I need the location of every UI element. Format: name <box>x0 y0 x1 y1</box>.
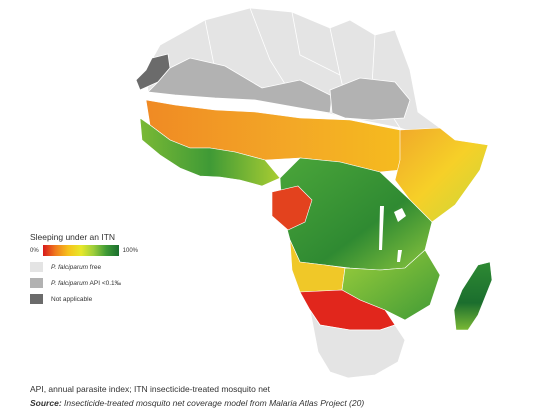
legend-item-low-api: P. falciparum API <0.1‰ <box>30 278 170 288</box>
western-sahara-na-region <box>135 53 171 91</box>
madagascar-region <box>453 261 493 331</box>
coverage-color-ramp <box>42 245 119 256</box>
legend-title: Sleeping under an ITN <box>30 232 116 242</box>
legend-items: P. falciparum free P. falciparum API <0.… <box>30 262 170 304</box>
legend-label-text: Not applicable <box>51 295 93 303</box>
legend-label-text: API <0.1‰ <box>88 279 122 287</box>
west-africa-region <box>139 117 281 187</box>
legend-label-species: P. falciparum <box>51 263 89 271</box>
figure-source: Source: Insecticide-treated mosquito net… <box>30 398 364 408</box>
gabon-congo-region <box>271 185 313 231</box>
great-lakes <box>379 206 406 262</box>
map-legend: Sleeping under an ITN 0% 100% P. falcipa… <box>30 232 170 304</box>
figure-caption: API, annual parasite index; ITN insectic… <box>30 384 271 394</box>
legend-item-not-applicable: Not applicable <box>30 294 170 304</box>
horn-of-africa-region <box>394 127 489 223</box>
ramp-max-label: 100% <box>122 247 139 254</box>
legend-item-free: P. falciparum free <box>30 262 170 272</box>
legend-swatch-not-applicable <box>30 294 43 304</box>
southern-africa-free-region <box>309 309 406 379</box>
legend-label-text: free <box>88 263 102 271</box>
legend-label-species: P. falciparum <box>51 279 89 287</box>
legend-swatch-low-api <box>30 278 43 288</box>
low-api-sudan-band <box>329 77 411 121</box>
source-text: Insecticide-treated mosquito net coverag… <box>61 398 365 408</box>
ramp-min-label: 0% <box>30 247 39 254</box>
source-prefix: Source: <box>30 398 62 408</box>
legend-swatch-free <box>30 262 43 272</box>
low-api-sahara-band <box>147 57 333 114</box>
legend-color-ramp-row: 0% 100% <box>30 245 170 256</box>
